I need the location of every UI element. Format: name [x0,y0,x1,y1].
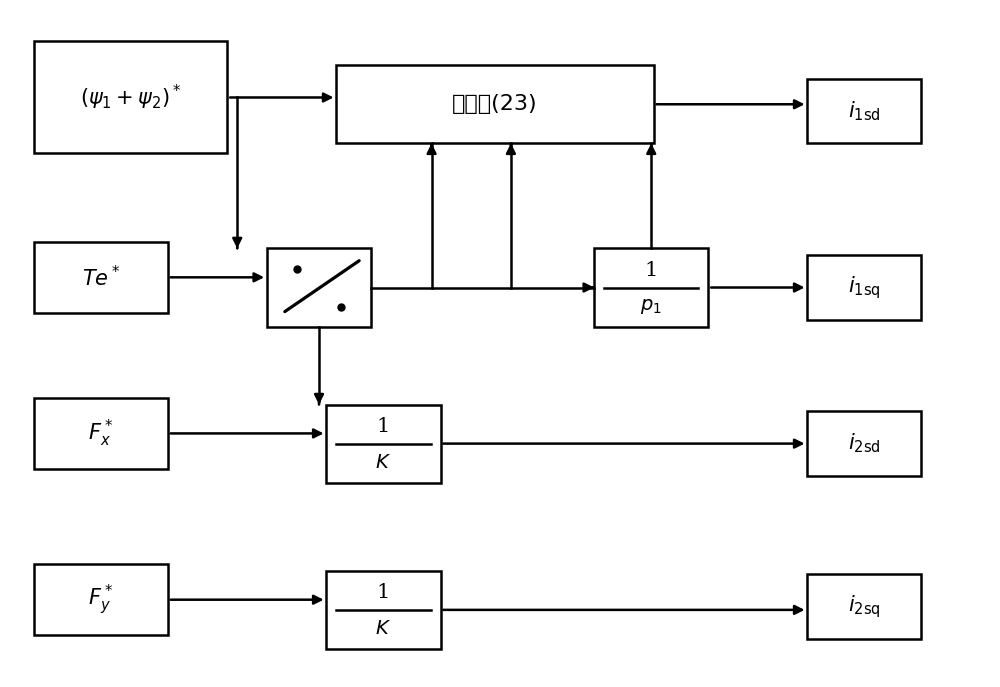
Bar [594,249,708,326]
Bar [34,41,227,153]
Text: 1: 1 [377,583,390,602]
Bar [34,398,168,469]
Text: $i_{{\rm 1sd}}$: $i_{{\rm 1sd}}$ [848,99,881,123]
Bar [326,571,441,649]
Text: $K$: $K$ [375,620,392,638]
Text: $F_x^*$: $F_x^*$ [88,418,114,449]
Text: $i_{{\rm 1sq}}$: $i_{{\rm 1sq}}$ [848,274,881,301]
Text: $Te^*$: $Te^*$ [82,264,120,290]
Bar [34,242,168,313]
Text: $F_y^*$: $F_y^*$ [88,583,114,617]
Bar [807,574,921,639]
Bar [807,412,921,476]
Text: $i_{{\rm 2sq}}$: $i_{{\rm 2sq}}$ [848,593,881,620]
Bar [336,65,654,144]
Text: 求解式(23): 求解式(23) [452,94,538,114]
Bar [807,79,921,144]
Bar [326,405,441,483]
Text: $(\psi_1+\psi_2)^*$: $(\psi_1+\psi_2)^*$ [80,83,181,112]
Text: $p_1$: $p_1$ [640,297,662,316]
Text: 1: 1 [645,261,658,280]
Text: $K$: $K$ [375,453,392,471]
Bar [34,564,168,635]
Bar [267,249,371,326]
Bar [807,256,921,319]
Text: $i_{{\rm 2sd}}$: $i_{{\rm 2sd}}$ [848,432,881,455]
Text: 1: 1 [377,417,390,436]
